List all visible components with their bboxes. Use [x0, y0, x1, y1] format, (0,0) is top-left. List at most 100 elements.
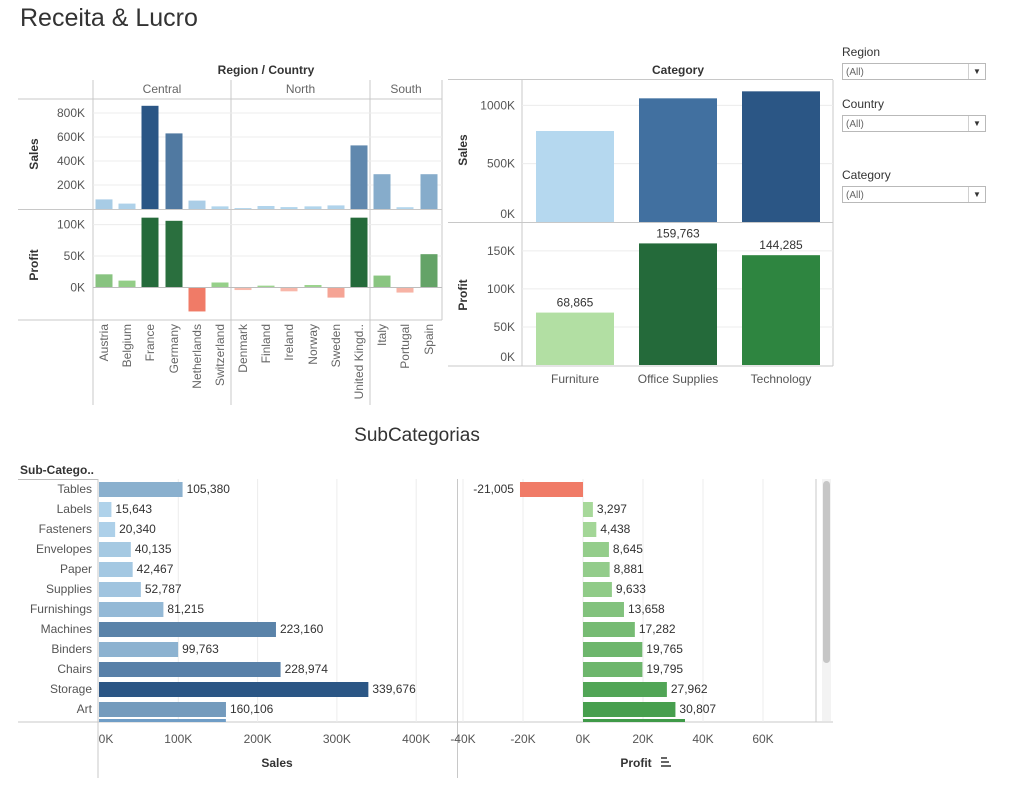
subcat-profit-tick-label: 0K	[576, 732, 591, 746]
subcat-profit-tick-label: -20K	[510, 732, 535, 746]
category-sales-bar-furniture	[536, 131, 614, 222]
subcategory-label: Labels	[57, 502, 92, 516]
sales-bar-italy	[374, 174, 391, 209]
subcat-sales-bar-fasteners	[99, 522, 115, 537]
profit-axis-title: Profit	[27, 249, 41, 280]
subcat-profit-data-label: 17,282	[639, 622, 676, 636]
subcategory-label: Machines	[41, 622, 92, 636]
region-filter-dropdown[interactable]: (All) ▼	[842, 63, 986, 80]
profit-bar-austria	[96, 274, 113, 287]
subcat-profit-data-label: 9,633	[616, 582, 646, 596]
subcat-profit-bar-furnishings	[583, 602, 624, 617]
sales-bar-portugal	[397, 207, 414, 209]
subcat-profit-axis-title: Profit	[620, 756, 651, 770]
subcat-profit-bar-fasteners	[583, 522, 596, 537]
subcat-sales-data-label: 105,380	[187, 482, 231, 496]
category-sales-axis-title: Sales	[456, 134, 470, 166]
region-filter-value: (All)	[846, 67, 864, 78]
region-header-north: North	[286, 82, 315, 96]
chevron-down-icon[interactable]: ▼	[968, 64, 985, 79]
category-title: Category	[652, 63, 704, 77]
category-profit-bar-furniture	[536, 313, 614, 365]
subcat-profit-data-label: 27,962	[671, 682, 708, 696]
subcategory-label: Tables	[57, 482, 92, 496]
subcat-sales-data-label: 228,974	[285, 662, 329, 676]
subcat-sales-data-label: 52,787	[145, 582, 182, 596]
sales-bar-switzerland	[212, 206, 229, 209]
profit-tick-label: 0K	[70, 281, 85, 295]
category-profit-bar-officesupplies	[639, 243, 717, 365]
country-label: Norway	[306, 324, 320, 365]
subcat-sales-bar-labels	[99, 502, 111, 517]
subcat-sales-bar-art	[99, 702, 226, 717]
country-filter-dropdown[interactable]: (All) ▼	[842, 115, 986, 132]
subcat-sales-bar-tables	[99, 482, 183, 497]
country-label: Switzerland	[213, 324, 227, 386]
subcat-profit-bar-art	[583, 702, 675, 717]
subcategory-label: Art	[77, 702, 93, 716]
subcat-profit-tick-label: -40K	[450, 732, 475, 746]
subcat-profit-data-label: 8,645	[613, 542, 643, 556]
subcategory-scrollbar[interactable]	[822, 479, 831, 721]
country-label: France	[143, 324, 157, 362]
subcat-sales-bar-paper	[99, 562, 133, 577]
subcat-profit-data-label: 8,881	[614, 562, 644, 576]
category-axis-label: Technology	[751, 372, 812, 386]
profit-bar-portugal	[397, 288, 414, 293]
sales-bar-denmark	[235, 208, 252, 209]
sales-bar-austria	[96, 199, 113, 209]
country-label: Portugal	[398, 324, 412, 369]
subcat-sales-data-label: 20,340	[119, 522, 156, 536]
subcat-profit-data-label: 19,795	[646, 662, 683, 676]
country-label: Ireland	[282, 324, 296, 361]
country-label: Austria	[97, 324, 111, 362]
subcat-sales-data-label: 99,763	[182, 642, 219, 656]
subcat-profit-bar-labels	[583, 502, 593, 517]
subcat-profit-bar-storage	[583, 682, 667, 697]
category-filter-dropdown[interactable]: (All) ▼	[842, 186, 986, 203]
subcategory-label: Supplies	[46, 582, 92, 596]
sales-bar-unitedkingd	[351, 145, 368, 209]
subcat-sales-bar-partial	[99, 719, 226, 722]
category-profit-tick-label: 0K	[500, 350, 515, 364]
subcat-sales-tick-label: 400K	[402, 732, 430, 746]
profit-tick-label: 100K	[57, 218, 85, 232]
sales-bar-belgium	[119, 204, 136, 209]
category-profit-data-label: 68,865	[557, 296, 594, 310]
subcat-profit-bar-binders	[583, 642, 642, 657]
scroll-thumb[interactable]	[823, 481, 830, 663]
sales-tick-label: 600K	[57, 130, 85, 144]
category-profit-tick-label: 100K	[487, 282, 515, 296]
profit-bar-spain	[421, 254, 438, 287]
subcat-profit-bar-supplies	[583, 582, 612, 597]
category-sales-bar-officesupplies	[639, 98, 717, 222]
category-sales-bar-technology	[742, 91, 820, 222]
country-label: Spain	[422, 324, 436, 355]
subcategory-label: Paper	[60, 562, 92, 576]
subcat-sales-bar-furnishings	[99, 602, 163, 617]
subcategory-label: Chairs	[57, 662, 92, 676]
subcat-sales-data-label: 40,135	[135, 542, 172, 556]
subcat-profit-bar-machines	[583, 622, 635, 637]
profit-bar-unitedkingd	[351, 218, 368, 288]
subcat-profit-bar-chairs	[583, 662, 642, 677]
category-filter-value: (All)	[846, 190, 864, 201]
subcategorias-title: SubCategorias	[354, 425, 480, 446]
sales-tick-label: 400K	[57, 154, 85, 168]
profit-bar-ireland	[281, 288, 298, 292]
sales-bar-ireland	[281, 207, 298, 209]
sales-bar-finland	[258, 206, 275, 209]
category-sales-tick-label: 0K	[500, 207, 515, 221]
sales-bar-sweden	[328, 205, 345, 209]
subcat-sales-bar-binders	[99, 642, 178, 657]
chevron-down-icon[interactable]: ▼	[968, 187, 985, 202]
subcat-profit-bar-partial	[583, 719, 685, 722]
subcat-profit-data-label: 3,297	[597, 502, 627, 516]
sales-tick-label: 800K	[57, 106, 85, 120]
region-header-central: Central	[143, 82, 182, 96]
chevron-down-icon[interactable]: ▼	[968, 116, 985, 131]
subcat-profit-data-label: 30,807	[679, 702, 716, 716]
profit-bar-belgium	[119, 281, 136, 288]
subcat-profit-data-label: 4,438	[600, 522, 630, 536]
category-sales-tick-label: 1000K	[480, 98, 515, 112]
